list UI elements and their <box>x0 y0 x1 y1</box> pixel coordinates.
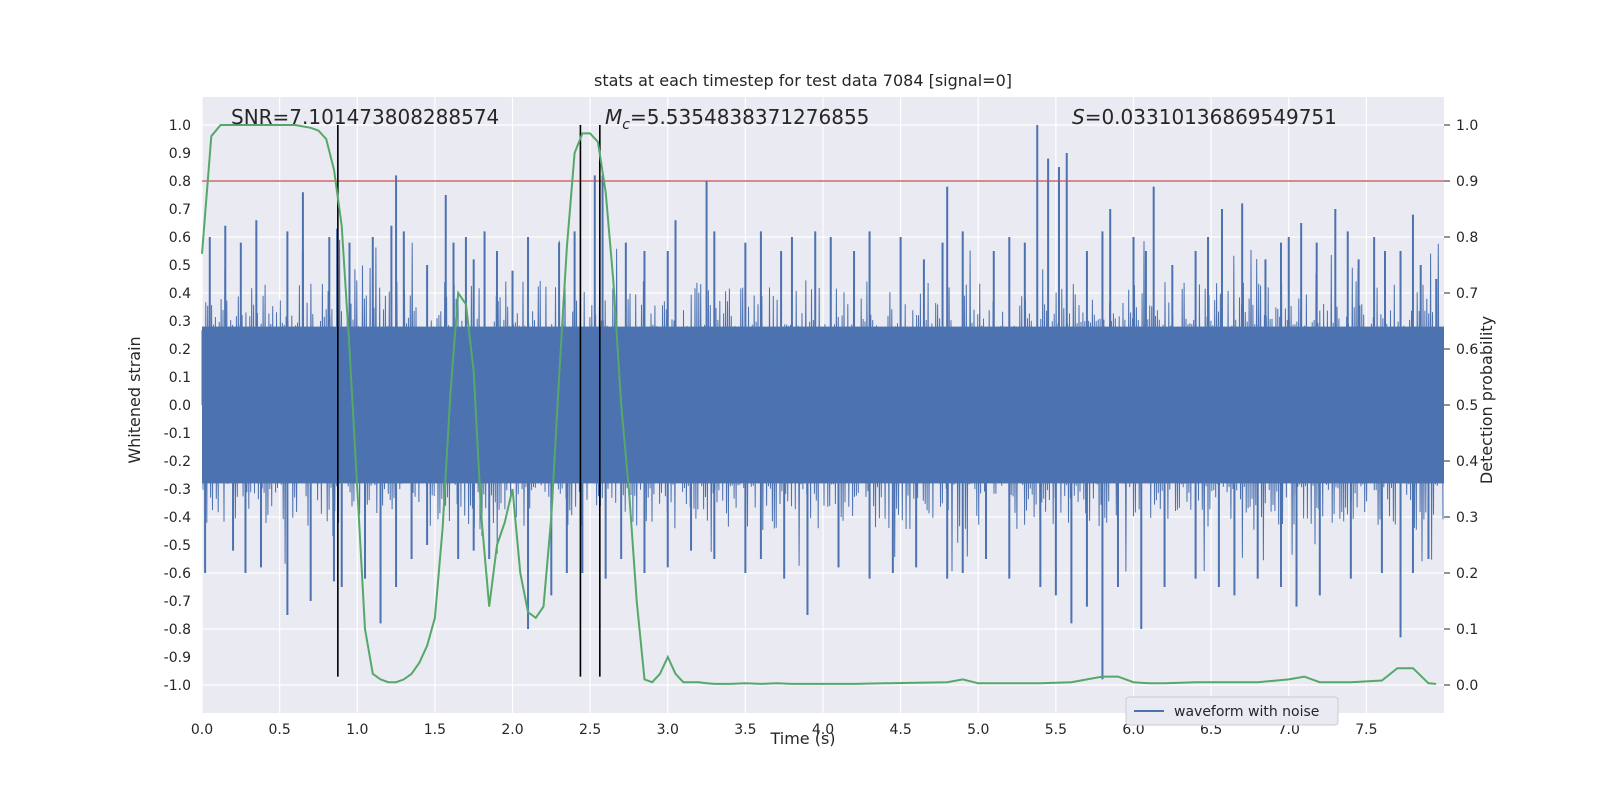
y-tick-label: 1.0 <box>169 118 191 134</box>
s-annotation: S=0.03310136869549751 <box>1072 105 1337 129</box>
y2-tick-label: 0.9 <box>1456 174 1478 190</box>
y-tick-label: -0.2 <box>164 454 191 470</box>
chirp-mass-subscript: c <box>622 117 630 133</box>
y2-tick-label: 0.6 <box>1456 342 1478 358</box>
waveform-noise-line <box>201 239 1444 572</box>
y-tick-labels: 1.0 0.9 0.8 0.7 0.6 0.5 0.4 0.3 0.2 0.1 0.0 -0.1 -0.… <box>164 118 191 694</box>
y2-tick-label: 0.7 <box>1456 286 1478 302</box>
y-tick-label: -0.7 <box>164 594 191 610</box>
y-tick-label: -0.8 <box>164 622 191 638</box>
y-tick-label: -1.0 <box>164 678 191 694</box>
x-tick-label: 7.0 <box>1278 722 1300 738</box>
y-tick-label: 0.1 <box>169 370 191 386</box>
y-tick-label: 0.2 <box>169 342 191 358</box>
y2-tick-label: 0.0 <box>1456 678 1478 694</box>
y-tick-label: 0.9 <box>169 146 191 162</box>
x-tick-label: 5.0 <box>967 722 989 738</box>
chirp-mass-value: =5.5354838371276855 <box>630 105 869 129</box>
y-tick-label: -0.3 <box>164 482 191 498</box>
legend-label: waveform with noise <box>1174 704 1319 720</box>
y-tick-label: 0.0 <box>169 398 191 414</box>
y2-tick-label: 0.2 <box>1456 566 1478 582</box>
y-tick-label: 0.5 <box>169 258 191 274</box>
x-tick-label: 5.5 <box>1045 722 1067 738</box>
y2-tick-label: 0.4 <box>1456 454 1478 470</box>
y2-tick-label: 0.3 <box>1456 510 1478 526</box>
chirp-mass-annotation: Mc=5.5354838371276855 <box>605 105 869 133</box>
x-tick-label: 4.5 <box>889 722 911 738</box>
y2-tick-label: 1.0 <box>1456 118 1478 134</box>
x-tick-label: 6.5 <box>1200 722 1222 738</box>
chirp-mass-symbol: M <box>605 105 622 129</box>
legend: waveform with noise <box>1125 696 1339 726</box>
y2-axis-label: Detection probability <box>1477 316 1496 484</box>
y-tick-label: 0.8 <box>169 174 191 190</box>
y-tick-label: -0.6 <box>164 566 191 582</box>
s-value: =0.03310136869549751 <box>1085 105 1337 129</box>
y-tick-label: -0.5 <box>164 538 191 554</box>
y-axis-label: Whitened strain <box>125 336 144 463</box>
s-symbol: S <box>1072 105 1085 129</box>
y-tick-label: -0.4 <box>164 510 191 526</box>
vertical-markers <box>337 125 601 677</box>
y-tick-label: 0.3 <box>169 314 191 330</box>
y-tick-label: 0.4 <box>169 286 191 302</box>
waveform-series <box>201 125 1444 680</box>
y-tick-label: -0.9 <box>164 650 191 666</box>
y2-tick-label: 0.5 <box>1456 398 1478 414</box>
x-tick-label: 1.5 <box>424 722 446 738</box>
x-tick-label: 4.0 <box>812 722 834 738</box>
x-tick-label: 3.5 <box>734 722 756 738</box>
y2-tick-label: 0.8 <box>1456 230 1478 246</box>
x-tick-label: 0.5 <box>268 722 290 738</box>
x-axis-label: Time (s) <box>769 729 835 748</box>
chart-title: stats at each timestep for test data 708… <box>594 71 1012 90</box>
x-tick-label: 2.5 <box>579 722 601 738</box>
y2-tick-labels: 1.0 0.9 0.8 0.7 0.6 0.5 0.4 0.3 0.2 0.1 0.0 <box>1444 118 1478 694</box>
x-tick-label: 6.0 <box>1122 722 1144 738</box>
x-tick-label: 3.0 <box>657 722 679 738</box>
y-tick-label: -0.1 <box>164 426 191 442</box>
probability-series <box>201 124 1437 685</box>
y-tick-label: 0.6 <box>169 230 191 246</box>
x-tick-labels: 0.0 0.5 1.0 1.5 2.0 2.5 3.0 3.5 4.0 4.5 5.0 5.5 6.0 6… <box>191 722 1378 738</box>
legend-box <box>1125 696 1339 726</box>
y2-tick-label: 0.1 <box>1456 622 1478 638</box>
x-tick-label: 1.0 <box>346 722 368 738</box>
x-tick-label: 7.5 <box>1355 722 1377 738</box>
x-tick-label: 2.0 <box>501 722 523 738</box>
x-tick-label: 0.0 <box>191 722 213 738</box>
probability-line <box>201 124 1437 685</box>
y-tick-label: 0.7 <box>169 202 191 218</box>
snr-annotation: SNR=7.101473808288574 <box>231 105 499 129</box>
